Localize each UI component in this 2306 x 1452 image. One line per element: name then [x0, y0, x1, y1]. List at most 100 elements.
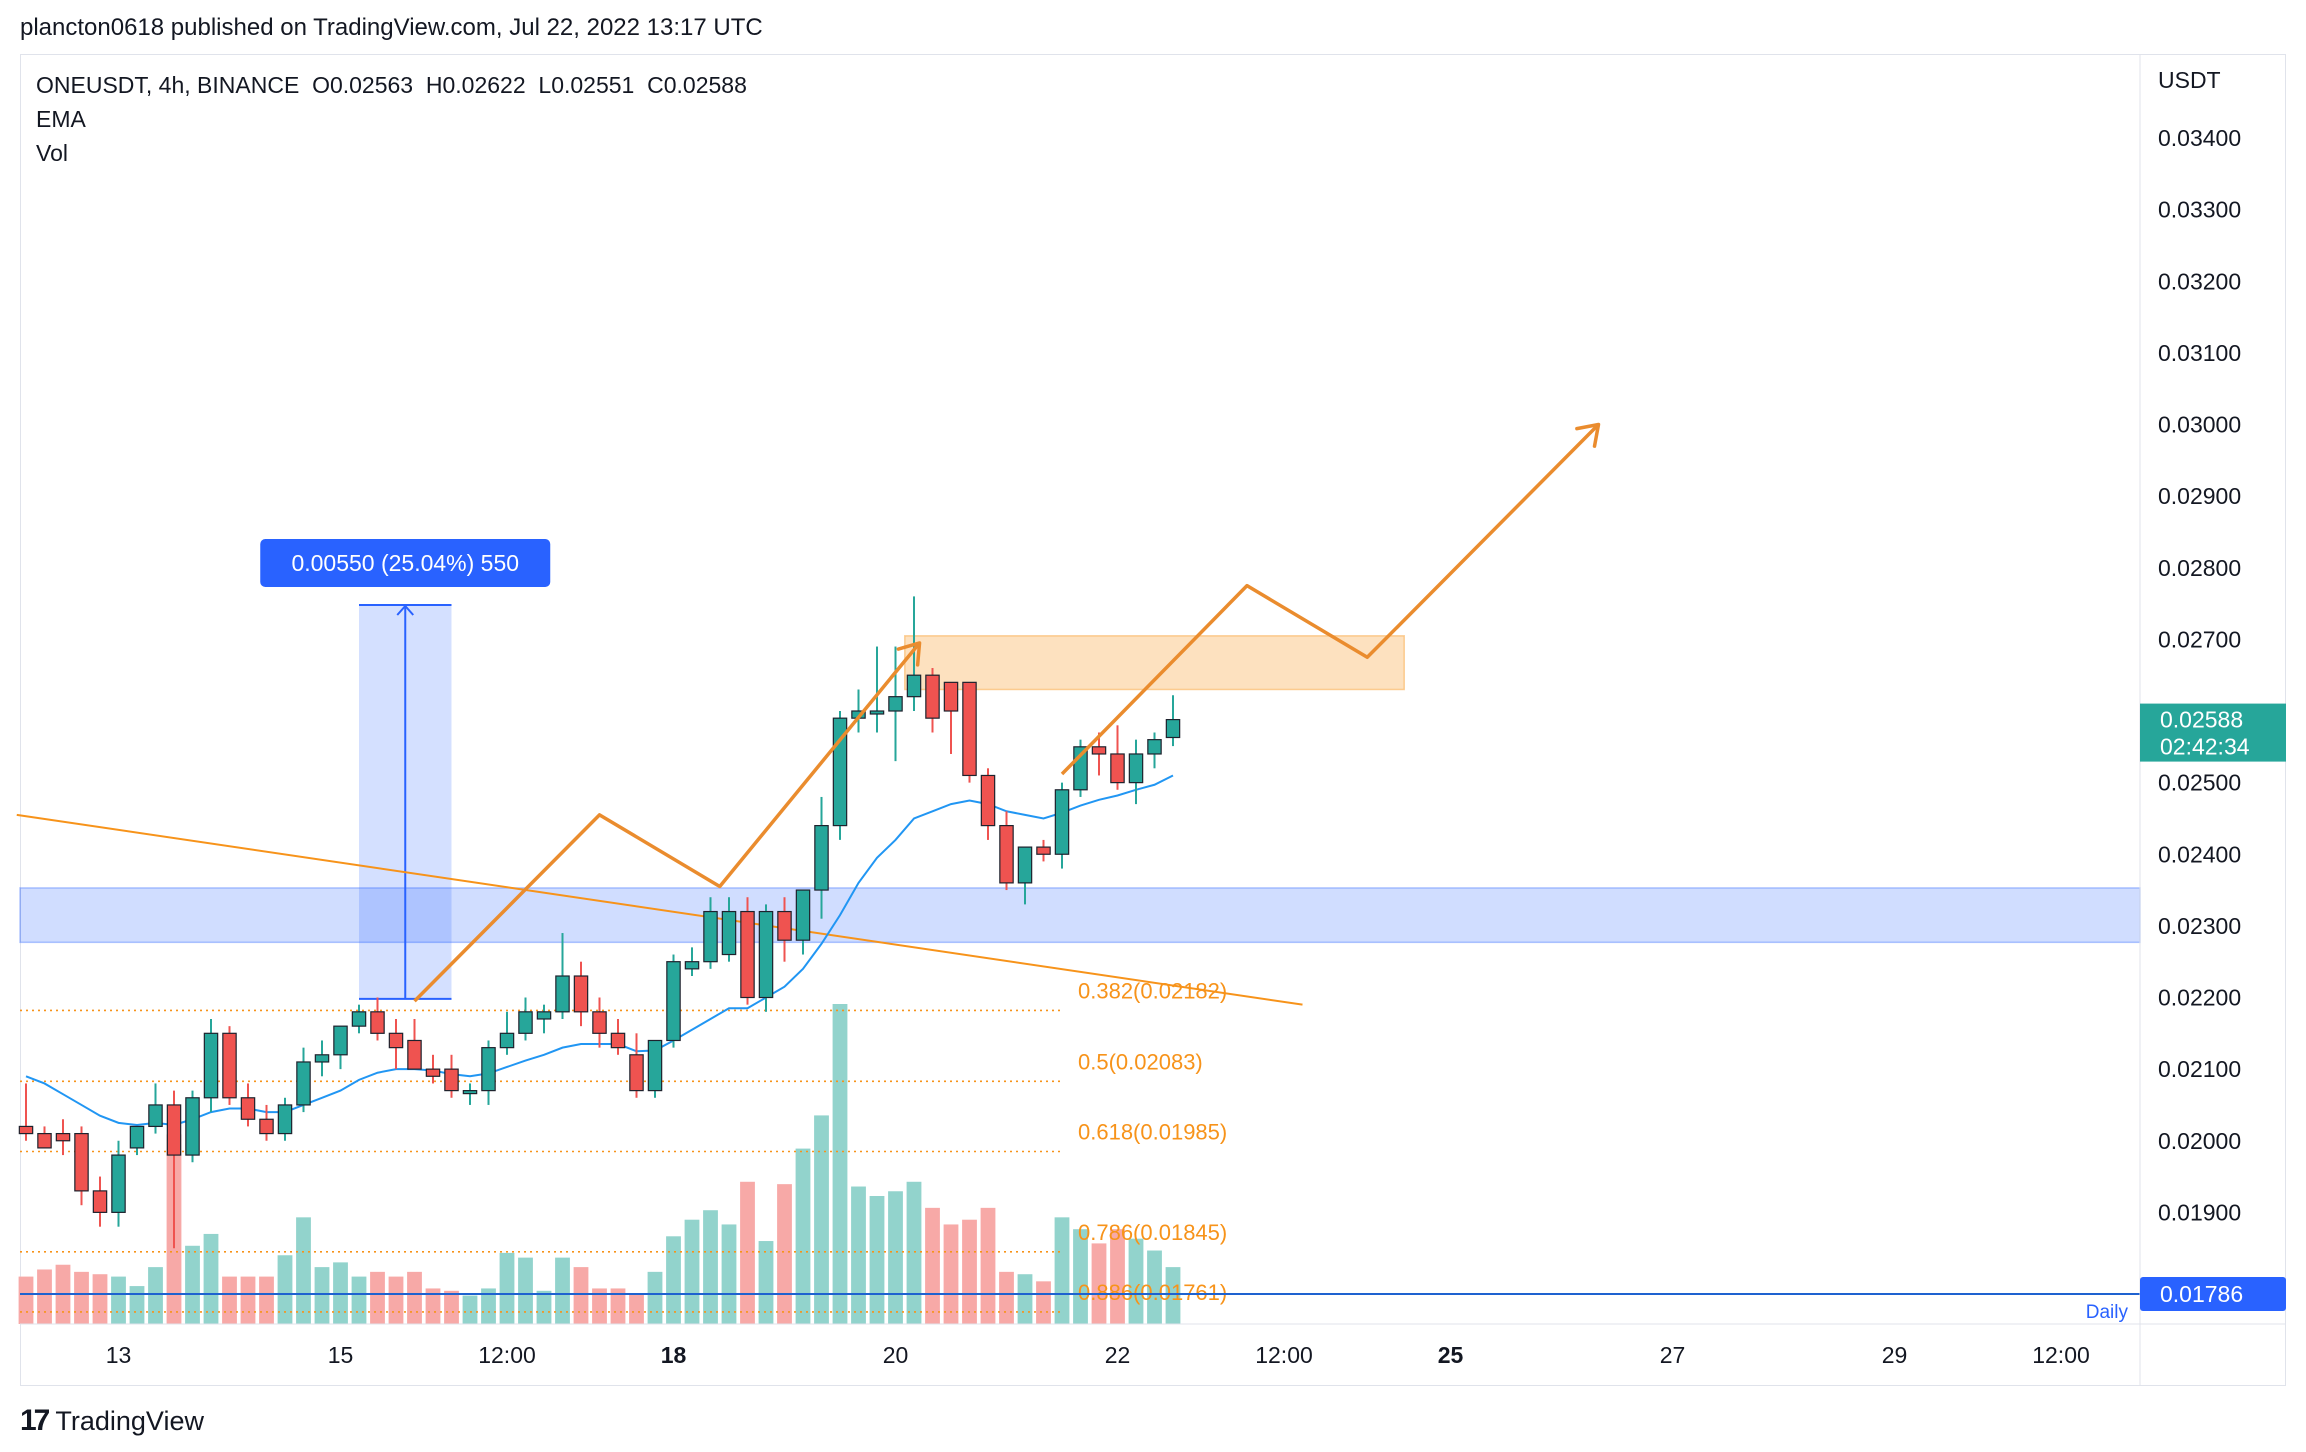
- volume-bar: [277, 1255, 293, 1324]
- volume-bar: [148, 1267, 163, 1324]
- price-tick-label: 0.02500: [2158, 770, 2241, 796]
- ema-legend[interactable]: EMA: [36, 106, 86, 132]
- candle-body: [444, 1068, 459, 1092]
- candle-body: [758, 910, 774, 999]
- price-tick-label: 0.02100: [2158, 1056, 2241, 1082]
- time-tick-label: 15: [328, 1342, 354, 1368]
- fib-level-label: 0.786(0.01845): [1078, 1220, 1227, 1245]
- time-tick-label: 25: [1438, 1342, 1464, 1368]
- candle-body: [185, 1097, 200, 1156]
- volume-bar: [777, 1184, 792, 1324]
- candle-body: [1147, 739, 1162, 755]
- time-tick-label: 20: [883, 1342, 909, 1368]
- price-tick-label: 0.03300: [2158, 197, 2241, 223]
- volume-bar: [92, 1274, 108, 1324]
- candle-body: [555, 975, 570, 1013]
- candle-body: [703, 910, 718, 963]
- volume-bar: [869, 1196, 885, 1324]
- volume-bar: [999, 1271, 1014, 1324]
- volume-bar: [1128, 1238, 1144, 1324]
- candle: [1054, 782, 1070, 869]
- volume-bar: [1036, 1281, 1051, 1324]
- price-tick-label: 0.03400: [2158, 125, 2241, 151]
- candle: [1036, 839, 1051, 862]
- price-tick-label: 0.02300: [2158, 913, 2241, 939]
- candle: [314, 1040, 330, 1077]
- candle: [333, 1025, 348, 1070]
- tradingview-logo[interactable]: 17 TradingView: [20, 1404, 204, 1438]
- descending-trendline: [16, 813, 1303, 1006]
- price-tick-label: 0.02000: [2158, 1128, 2241, 1154]
- volume-bar: [962, 1219, 977, 1324]
- candle-body: [962, 681, 977, 777]
- candle: [1110, 725, 1125, 790]
- candle: [296, 1047, 311, 1113]
- volume-bar: [370, 1271, 385, 1324]
- volume-bar: [832, 1004, 848, 1324]
- volume-bar: [740, 1181, 755, 1324]
- candle-body: [814, 824, 829, 891]
- daily-level-badge: [2140, 1277, 2286, 1312]
- volume-bar: [1054, 1217, 1070, 1324]
- candle: [1091, 732, 1107, 776]
- volume-bar: [980, 1207, 996, 1324]
- projection-path-2-arrowhead: [1575, 422, 1601, 448]
- symbol-legend: ONEUSDT, 4h, BINANCE O0.02563 H0.02622 L…: [36, 72, 747, 98]
- volume-bar: [74, 1271, 89, 1324]
- volume-bar: [684, 1219, 700, 1324]
- candle: [610, 1018, 626, 1055]
- last-price-label: 0.02588: [2160, 707, 2243, 733]
- price-tick-label: 0.03100: [2158, 340, 2241, 366]
- candle-body: [740, 910, 755, 999]
- volume-bar: [499, 1252, 515, 1324]
- candle: [129, 1125, 145, 1156]
- candle-body: [925, 674, 940, 719]
- candle-body: [166, 1104, 182, 1156]
- candle: [906, 596, 922, 711]
- volume-bar: [1165, 1267, 1181, 1324]
- volume-bar: [462, 1295, 478, 1324]
- candle-body: [296, 1061, 311, 1106]
- candle: [481, 1040, 496, 1105]
- volume-bar: [795, 1148, 811, 1324]
- candle: [1128, 739, 1144, 805]
- candle-body: [536, 1011, 552, 1020]
- candle: [277, 1097, 293, 1141]
- candle-body: [592, 1011, 607, 1034]
- candle-body: [1128, 753, 1144, 784]
- candle: [240, 1083, 256, 1127]
- candle: [684, 947, 700, 977]
- drawings-layer: [413, 422, 1601, 1003]
- candle-body: [314, 1054, 330, 1063]
- candle-body: [980, 774, 996, 827]
- candle: [869, 646, 885, 733]
- candle-body: [129, 1125, 145, 1149]
- candle: [795, 889, 811, 955]
- candle-body: [721, 910, 737, 956]
- volume-legend[interactable]: Vol: [36, 140, 68, 166]
- candle: [222, 1026, 237, 1105]
- candle-body: [943, 681, 959, 712]
- volume-bar: [925, 1207, 940, 1324]
- measure-arrowhead: [396, 604, 414, 616]
- volume-bar: [647, 1271, 663, 1324]
- volume-layer: [18, 1004, 1181, 1324]
- candle-body: [74, 1132, 89, 1192]
- publisher-header: plancton0618 published on TradingView.co…: [20, 14, 763, 41]
- candle-body: [1165, 718, 1181, 739]
- measure-label: 0.00550 (25.04%) 550: [291, 550, 519, 576]
- candle: [721, 897, 737, 962]
- volume-bar: [906, 1181, 922, 1324]
- zones-layer: 0.00550 (25.04%) 550: [19, 538, 2141, 1000]
- candle: [592, 997, 607, 1048]
- volume-bar: [37, 1269, 52, 1324]
- volume-bar: [555, 1257, 570, 1324]
- price-tick-label: 0.02800: [2158, 555, 2241, 581]
- candle-body: [148, 1104, 163, 1128]
- candle-body: [222, 1032, 237, 1099]
- candle-body: [1017, 846, 1033, 884]
- candle-body: [499, 1032, 515, 1049]
- candle: [425, 1054, 441, 1084]
- volume-bar: [666, 1236, 681, 1324]
